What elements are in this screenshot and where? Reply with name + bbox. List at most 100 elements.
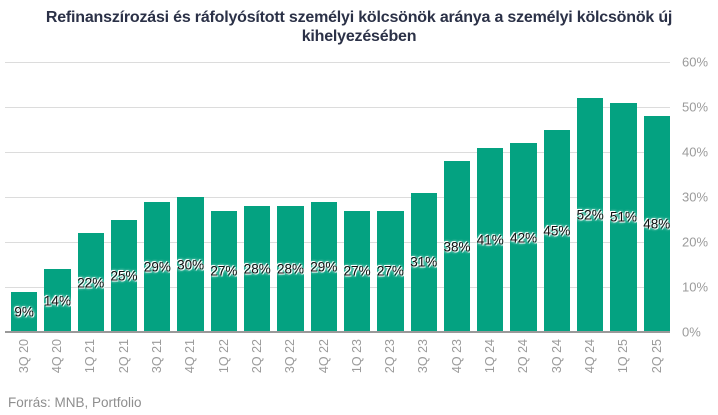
x-tick-slot: 1Q 24 [477,339,503,385]
x-tick-slot: 3Q 21 [144,339,170,385]
x-tick-label: 4Q 21 [183,339,198,374]
bar-3q-23: 31% [410,192,438,332]
gridline-30 [5,197,670,198]
x-tick-slot: 1Q 23 [344,339,370,385]
bar-2q-24: 42% [510,143,538,332]
bar-value-label: 9% [14,304,34,320]
bar-2q-21: 25% [110,219,138,332]
bar-value-label: 29% [310,259,338,275]
bar-value-label: 27% [376,263,404,279]
bar-1q-21: 22% [77,233,105,332]
x-tick-slot: 2Q 22 [244,339,270,385]
bar-2q-25: 48% [643,116,671,332]
bar-value-label: 51% [609,209,637,225]
x-tick-label: 2Q 23 [383,339,398,374]
bar-1q-24: 41% [476,147,504,332]
x-tick-label: 3Q 24 [549,339,564,374]
x-tick-label: 1Q 25 [616,339,631,374]
bar-4q-23: 38% [443,161,471,332]
bar-value-label: 14% [43,293,71,308]
y-tick-label: 30% [682,189,709,205]
chart-title: Refinanszírozási és ráfolyósított személ… [45,9,673,45]
x-tick-label: 3Q 21 [150,339,165,374]
bar-4q-22: 29% [310,201,338,332]
x-tick-slot: 2Q 24 [510,339,536,385]
bar-value-label: 48% [643,216,671,232]
x-tick-label: 3Q 20 [16,339,31,374]
bar-value-label: 45% [543,223,571,239]
bar-value-label: 28% [243,261,271,277]
x-tick-label: 2Q 22 [249,339,264,374]
bar-2q-22: 28% [243,206,271,332]
x-tick-slot: 2Q 23 [377,339,403,385]
bar-value-label: 30% [177,257,205,272]
x-tick-label: 1Q 23 [349,339,364,374]
x-tick-slot: 3Q 23 [411,339,437,385]
bar-value-label: 22% [77,275,105,290]
x-tick-slot: 2Q 25 [644,339,670,385]
x-tick-slot: 4Q 23 [444,339,470,385]
bar-value-label: 27% [343,263,371,279]
x-tick-label: 1Q 24 [483,339,498,374]
x-tick-slot: 1Q 21 [78,339,104,385]
x-tick-slot: 4Q 20 [44,339,70,385]
bar-series: 9% 14% 22% 25% 29% 30% 27% 28% 28% 29% 27% 27% 31% 38… [11,62,670,332]
bar-3q-20: 9% [11,291,38,332]
x-tick-label: 1Q 21 [83,339,98,374]
gridline-60 [5,62,670,63]
bar-3q-22: 28% [277,206,305,332]
bar-value-label: 25% [110,268,138,284]
x-tick-slot: 4Q 21 [177,339,203,385]
x-axis-labels: 3Q 20 4Q 20 1Q 21 2Q 21 3Q 21 4Q 21 1Q 22 2Q 22… [11,339,670,385]
bar-2q-23: 27% [376,210,404,332]
x-tick-slot: 4Q 24 [577,339,603,385]
x-tick-label: 4Q 23 [449,339,464,374]
bar-1q-25: 51% [609,102,637,332]
x-tick-label: 4Q 20 [50,339,65,374]
bar-value-label: 38% [443,239,471,254]
gridline-50 [5,107,670,108]
bar-4q-20: 14% [43,269,71,332]
bar-3q-21: 29% [143,201,171,332]
x-tick-slot: 1Q 22 [211,339,237,385]
bar-1q-22: 27% [210,210,238,332]
x-tick-label: 1Q 22 [216,339,231,374]
y-tick-label: 40% [682,144,709,160]
plot-area: 9% 14% 22% 25% 29% 30% 27% 28% 28% 29% 27% 27% 31% 38… [5,62,670,333]
source-note: Forrás: MNB, Portfolio [8,395,142,410]
bar-3q-24: 45% [543,129,571,332]
x-tick-slot: 3Q 20 [11,339,37,385]
x-tick-slot: 2Q 21 [111,339,137,385]
bar-1q-23: 27% [343,210,371,332]
x-tick-slot: 3Q 22 [277,339,303,385]
x-tick-slot: 3Q 24 [544,339,570,385]
x-tick-label: 3Q 22 [283,339,298,374]
bar-4q-24: 52% [576,98,604,332]
x-tick-label: 4Q 24 [582,339,597,374]
x-tick-label: 3Q 23 [416,339,431,374]
y-tick-label: 20% [682,234,709,250]
bar-value-label: 52% [576,207,604,223]
bar-value-label: 42% [510,230,538,245]
x-tick-label: 2Q 24 [516,339,531,374]
bar-4q-21: 30% [177,197,205,332]
gridline-10 [5,287,670,288]
bar-value-label: 41% [476,232,504,248]
gridline-40 [5,152,670,153]
bar-value-label: 28% [277,261,305,277]
y-tick-label: 50% [682,99,709,115]
y-tick-label: 10% [682,279,709,295]
x-tick-label: 2Q 25 [649,339,664,374]
y-axis-labels: 0% 10% 20% 30% 40% 50% 60% [682,55,716,340]
y-tick-label: 60% [682,54,709,70]
x-tick-slot: 4Q 22 [311,339,337,385]
x-axis-line [5,331,670,333]
bar-value-label: 29% [143,259,171,275]
bar-value-label: 31% [410,254,438,270]
y-tick-label: 0% [682,324,701,340]
bar-value-label: 27% [210,263,238,279]
x-tick-label: 4Q 22 [316,339,331,374]
x-tick-label: 2Q 21 [116,339,131,374]
x-tick-slot: 1Q 25 [610,339,636,385]
